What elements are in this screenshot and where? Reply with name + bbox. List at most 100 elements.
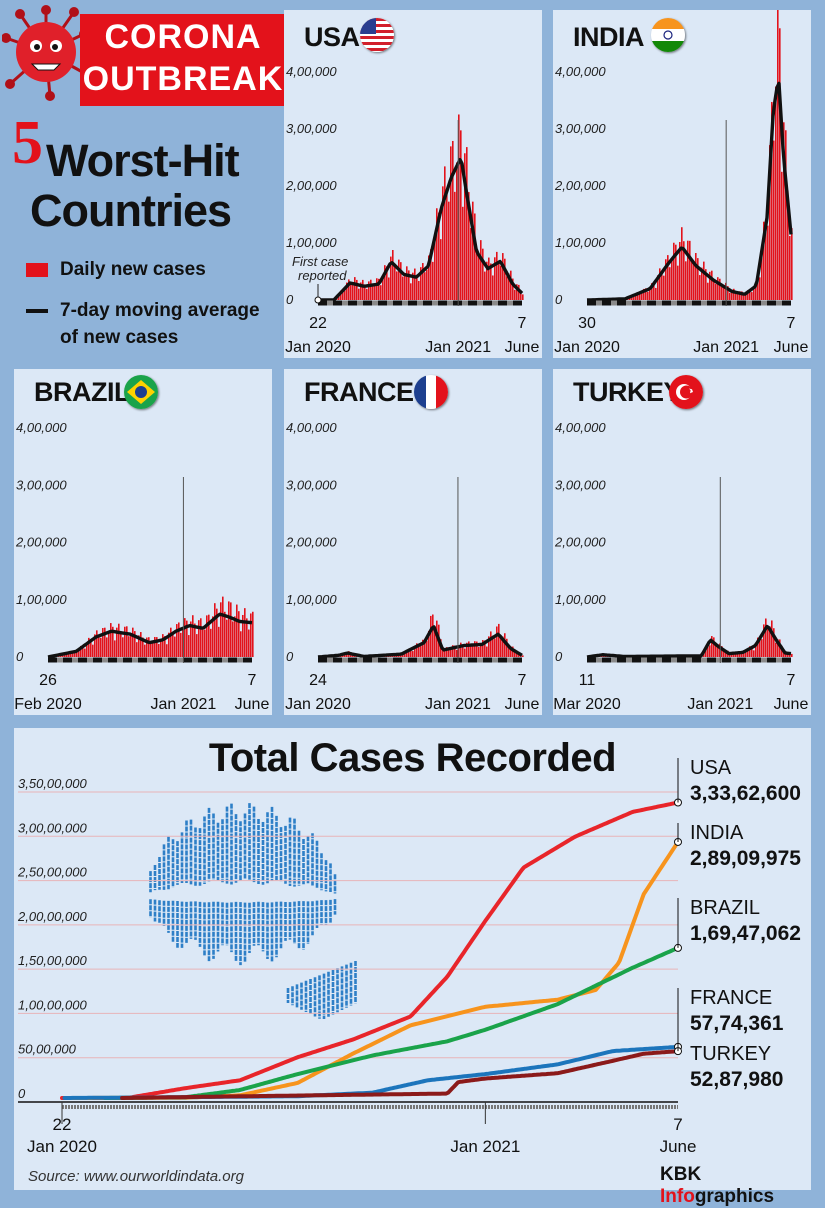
daily-bar	[681, 227, 683, 300]
daily-bar	[779, 28, 781, 300]
y-tick-label: 2,00,000	[285, 178, 337, 193]
brand-a: KBK	[660, 1164, 701, 1185]
daily-bar	[98, 637, 100, 657]
x-mid-label: Jan 2021	[150, 696, 216, 713]
daily-bar	[767, 226, 769, 300]
daily-bar	[250, 613, 252, 657]
daily-bar	[522, 294, 524, 300]
daily-bar	[372, 285, 374, 300]
legend-bar-swatch	[26, 263, 48, 277]
daily-bar	[498, 263, 500, 300]
daily-bar	[362, 280, 364, 300]
x-start-day: 11	[579, 672, 596, 689]
y-tick-label: 4,00,000	[286, 420, 337, 435]
daily-bar	[514, 290, 516, 300]
daily-bar	[502, 253, 504, 300]
daily-bar	[394, 264, 396, 300]
daily-bar	[248, 630, 250, 657]
x-end-day: 7	[673, 1115, 682, 1134]
legend-daily: Daily new cases	[60, 259, 206, 281]
daily-bar	[172, 633, 174, 657]
daily-bar	[466, 147, 468, 300]
x-start-day: 24	[309, 672, 327, 689]
y-tick-label: 3,00,000	[286, 121, 337, 136]
daily-bar	[366, 289, 368, 300]
daily-bar	[504, 633, 506, 657]
daily-bar	[400, 262, 402, 300]
daily-bar	[777, 10, 779, 300]
daily-bar	[418, 646, 420, 657]
daily-bar	[671, 260, 673, 300]
daily-bar	[775, 643, 777, 657]
daily-bar	[655, 288, 657, 300]
daily-bar	[488, 258, 490, 300]
title-numeral: 5	[12, 112, 43, 174]
daily-bar	[510, 271, 512, 300]
daily-bar	[140, 632, 142, 657]
daily-bar	[130, 635, 132, 657]
y-tick-label: 50,00,000	[18, 1042, 77, 1057]
daily-bar	[522, 655, 524, 657]
daily-bar	[482, 249, 484, 300]
daily-bar	[396, 271, 398, 300]
daily-bar	[508, 648, 510, 657]
y-tick-label: 1,00,00,000	[18, 997, 87, 1012]
legend-line-swatch	[26, 309, 48, 313]
daily-bar	[184, 618, 186, 657]
daily-bar	[434, 632, 436, 657]
daily-bar	[791, 654, 793, 657]
daily-bar	[761, 639, 763, 657]
legend-avg-1: 7-day moving average	[60, 300, 260, 322]
daily-bar	[246, 618, 248, 657]
first-case-annotation: First case	[292, 254, 348, 269]
daily-bar	[192, 615, 194, 657]
daily-bar	[456, 650, 458, 657]
daily-bar	[474, 213, 476, 300]
daily-bar	[456, 162, 458, 300]
total-value-label: 1,69,47,062	[690, 922, 801, 945]
y-tick-label: 3,00,000	[555, 121, 606, 136]
daily-bar	[691, 260, 693, 300]
x-start-month: Jan 2020	[285, 339, 351, 356]
daily-bar	[478, 647, 480, 657]
y-tick-label: 1,00,000	[555, 235, 606, 250]
daily-bar	[470, 646, 472, 657]
daily-bar	[194, 624, 196, 657]
daily-bar	[462, 207, 464, 300]
daily-bar	[641, 293, 643, 300]
daily-bar	[771, 620, 773, 657]
daily-bar	[432, 615, 434, 657]
x-mid-label: Jan 2021	[693, 339, 759, 356]
daily-bar	[721, 287, 723, 300]
first-case-marker	[315, 297, 321, 303]
daily-bar	[715, 284, 717, 300]
daily-bar	[484, 272, 486, 300]
y-tick-label: 2,00,000	[554, 535, 606, 550]
total-value-label: 57,74,361	[690, 1012, 784, 1035]
daily-bar	[144, 645, 146, 657]
total-line-turkey	[122, 1051, 676, 1098]
daily-bar	[220, 602, 222, 657]
daily-bar	[210, 629, 212, 657]
daily-bar	[711, 271, 713, 300]
virus-icon	[2, 4, 90, 102]
daily-bar	[402, 277, 404, 300]
y-tick-label: 0	[555, 292, 563, 307]
daily-bar	[414, 269, 416, 300]
x-start-day: 30	[578, 315, 596, 332]
y-tick-label: 4,00,000	[286, 64, 337, 79]
y-tick-label: 1,00,000	[286, 235, 337, 250]
daily-bar	[136, 642, 138, 657]
total-country-label: USA	[690, 757, 732, 779]
title-line-2: Countries	[30, 188, 231, 233]
daily-bar	[100, 638, 102, 657]
daily-bar	[448, 650, 450, 657]
daily-bar	[446, 194, 448, 300]
y-tick-label: 1,50,00,000	[18, 953, 87, 968]
daily-bar	[126, 626, 128, 657]
daily-bar	[228, 601, 230, 657]
daily-bar	[689, 241, 691, 300]
total-value-label: 3,33,62,600	[690, 782, 801, 805]
